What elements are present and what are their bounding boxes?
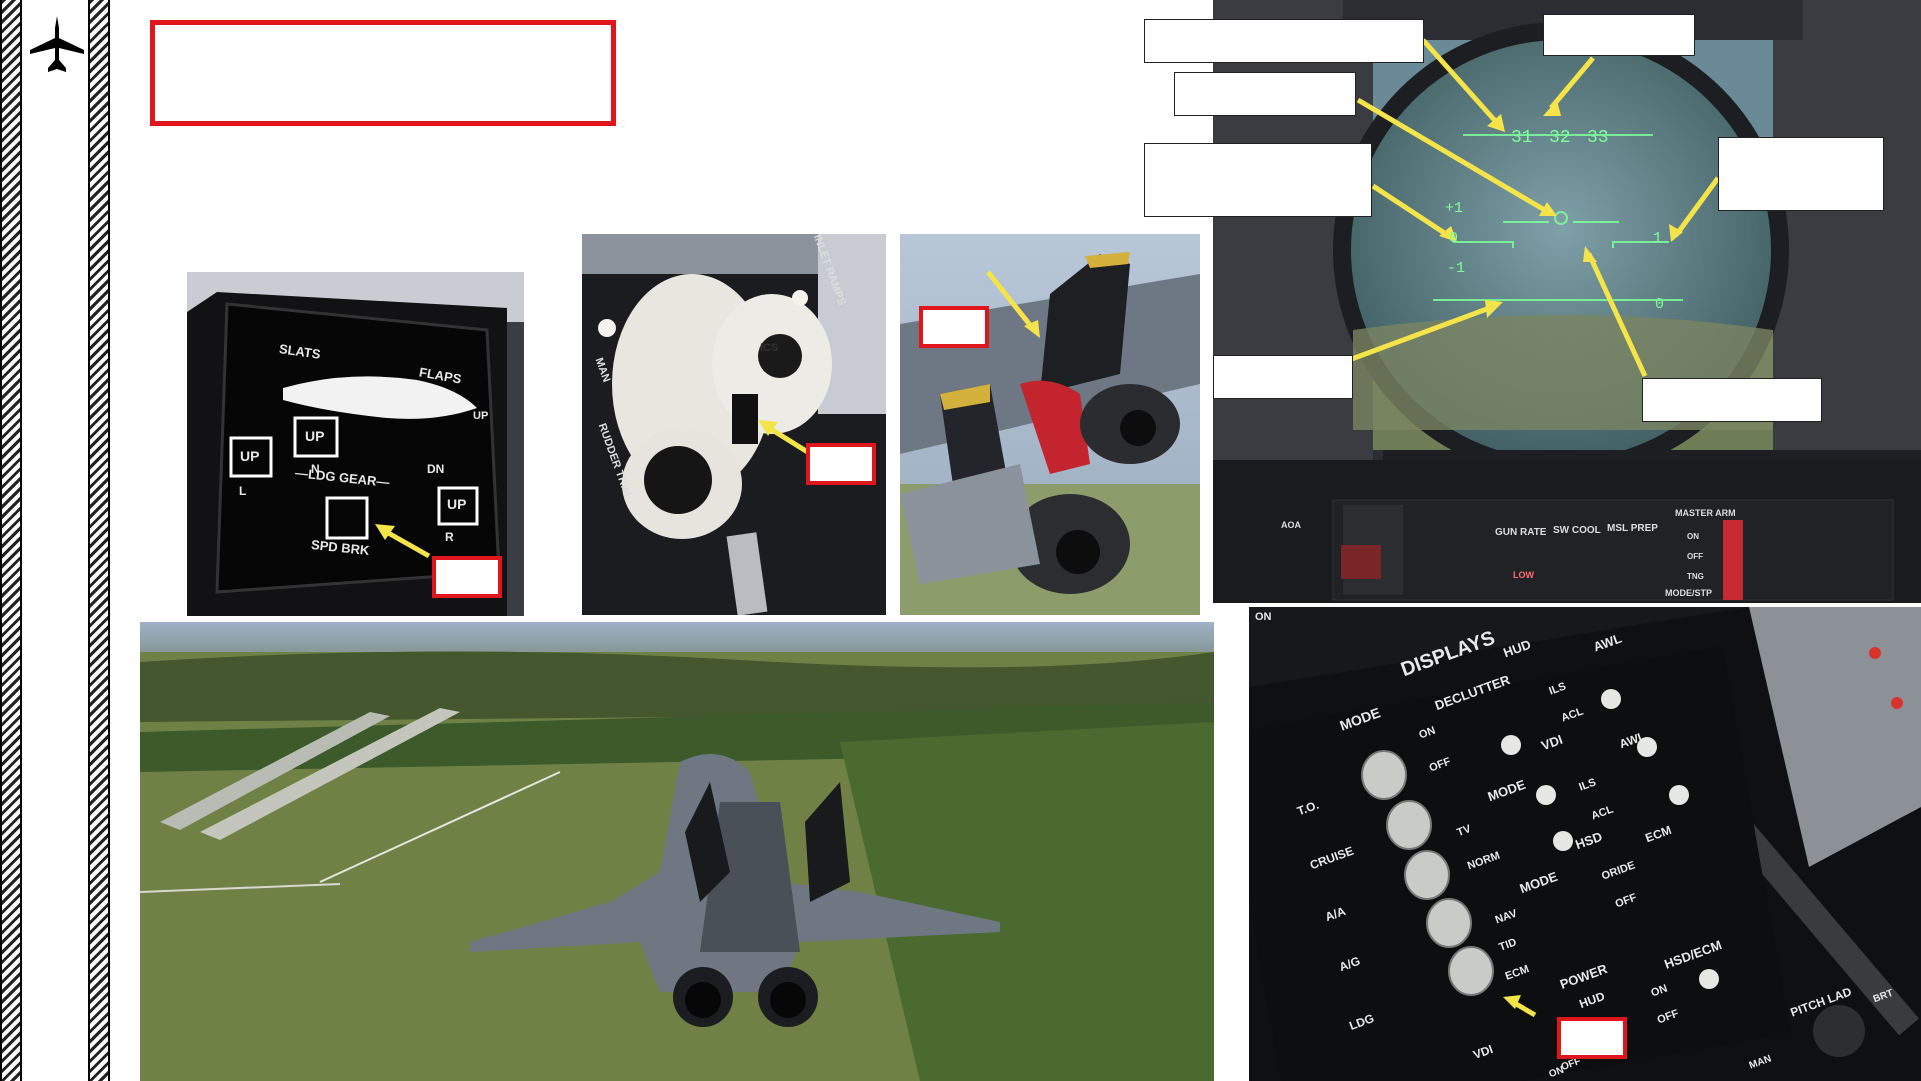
jet-silhouette-icon <box>30 16 84 72</box>
master-arm-off-label: OFF <box>1687 552 1703 561</box>
hud-callout-box-7 <box>1642 378 1822 422</box>
hud-callout-box-3 <box>1174 72 1356 116</box>
right-gear-up-indicator: UP <box>447 496 467 512</box>
hud-right-zero: 0 <box>1655 296 1665 313</box>
hud-heading-32: 32 <box>1549 128 1571 148</box>
right-stripe-bar <box>88 0 110 1081</box>
hud-callout-box-4 <box>1144 143 1372 217</box>
throttle-callout-box <box>806 443 876 485</box>
hud-left-zero: 0 <box>1449 230 1459 247</box>
hud-heading-31: 31 <box>1511 128 1533 148</box>
right-gear-label: R <box>445 530 454 544</box>
displays-callout-box <box>1557 1017 1627 1059</box>
hud-left-plus-one: +1 <box>1445 200 1464 217</box>
corner-on-label: ON <box>1255 611 1272 623</box>
gear-indicator-photo: SLATS FLAPS UP UP UP UP N L R DN —LDG GE… <box>187 272 524 616</box>
master-arm-tng-label: TNG <box>1687 572 1704 581</box>
hud-right-one: 1 <box>1653 230 1663 247</box>
down-label: DN <box>427 462 445 476</box>
flaps-up-label: UP <box>473 410 489 422</box>
throttle-switch-photo: INLET RAMPS ICS MAN RUDDER TRIM <box>582 234 886 615</box>
left-stripe-bar <box>0 0 22 1081</box>
left-gear-label: L <box>239 484 247 498</box>
hud-callout-box-5 <box>1718 137 1884 211</box>
title-placeholder-box <box>150 20 616 126</box>
gear-callout-box <box>432 556 502 598</box>
ics-label: ICS <box>760 342 779 354</box>
hud-callout-box-1 <box>1144 19 1424 63</box>
mode-stp-label: MODE/STP <box>1665 588 1713 598</box>
nose-gear-label: N <box>311 462 320 476</box>
aoa-label: AOA <box>1281 520 1301 530</box>
master-arm-label: MASTER ARM <box>1675 508 1736 518</box>
displays-panel-photo: DISPLAYS HUD DECLUTTER AWL ILS ACL ON OF… <box>1249 607 1921 1081</box>
speedbrake-aircraft-photo <box>900 234 1200 615</box>
aerial-landscape-photo <box>140 622 1214 1081</box>
slats-up-indicator: UP <box>305 428 325 444</box>
sw-cool-label: SW COOL <box>1553 525 1601 536</box>
hud-left-minus-one: -1 <box>1447 260 1466 277</box>
gun-rate-label: GUN RATE <box>1495 527 1547 538</box>
speedbrake-callout-box <box>919 306 989 348</box>
master-arm-on-label: ON <box>1687 532 1699 541</box>
hud-heading-33: 33 <box>1587 128 1609 148</box>
hud-callout-box-6 <box>1213 355 1353 399</box>
hud-callout-box-2 <box>1543 14 1695 56</box>
left-gear-up-indicator: UP <box>240 448 260 464</box>
gun-rate-low-label: LOW <box>1513 570 1534 580</box>
msl-prep-label: MSL PREP <box>1607 523 1658 534</box>
